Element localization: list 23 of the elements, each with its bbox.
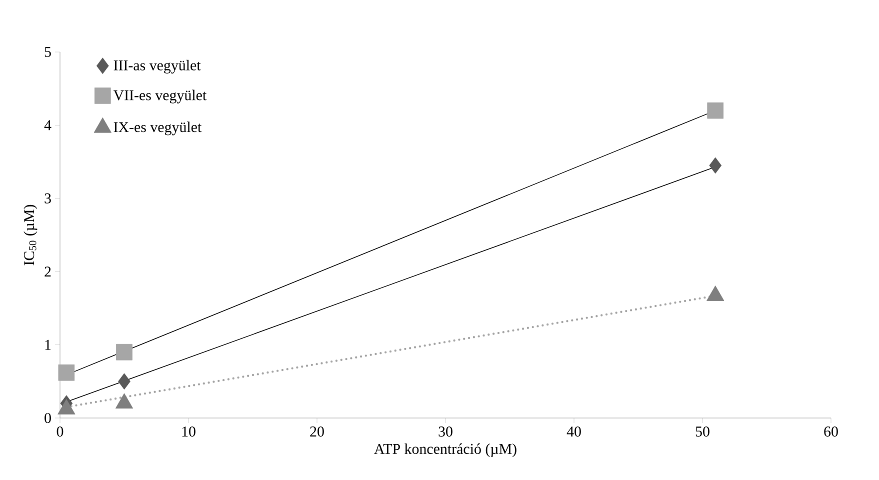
x-tick-label: 30 [438, 426, 452, 437]
point [118, 373, 130, 390]
y-tick-label: 0 [44, 412, 51, 424]
legend-label: IX-es vegyület [114, 122, 202, 136]
y-tick-label: 4 [44, 120, 52, 130]
x-axis-title: ATP koncentráció (µM) [374, 443, 516, 458]
x-tick-label: 50 [696, 426, 710, 437]
point [58, 364, 75, 381]
legend-label: III-as vegyület [114, 60, 201, 74]
point [707, 102, 724, 119]
x-tick-label: 40 [566, 426, 581, 437]
point [709, 157, 722, 174]
y-tick-label: 5 [44, 47, 51, 57]
y-tick-label: 2 [44, 266, 51, 277]
legend-label: VII-es vegyület [113, 90, 207, 104]
x-tick-label: 20 [310, 426, 324, 437]
point [116, 344, 132, 360]
y-axis-title: IC$_{50}$ (µM) [24, 204, 38, 266]
y-tick-label: 1 [45, 340, 51, 350]
x-tick-label: 60 [824, 426, 838, 437]
x-tick-label: 10 [182, 426, 196, 437]
y-tick-label: 3 [44, 193, 51, 204]
x-tick-label: 0 [56, 426, 64, 437]
